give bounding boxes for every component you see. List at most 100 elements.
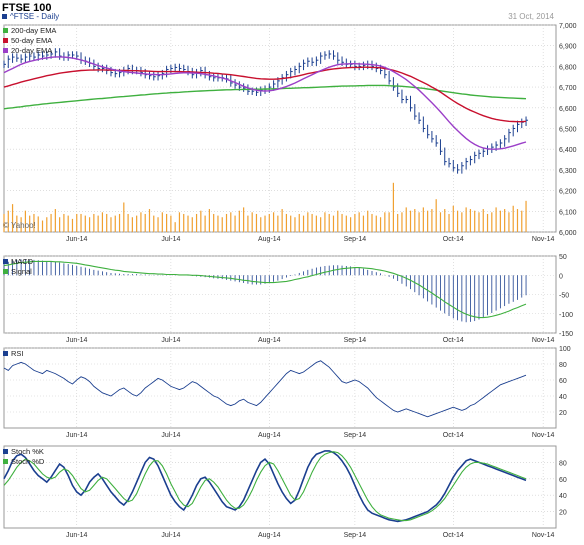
volume-bar xyxy=(118,213,121,232)
volume-bar xyxy=(93,213,95,232)
volume-bar xyxy=(161,212,163,232)
x-tick-label: Oct-14 xyxy=(443,532,464,539)
volume-bar xyxy=(255,213,258,232)
volume-bar xyxy=(63,213,65,232)
volume-bar xyxy=(504,209,506,232)
volume-bar xyxy=(157,217,159,232)
volume-bar xyxy=(439,212,442,232)
volume-bar xyxy=(41,220,44,232)
x-tick-label: Jun-14 xyxy=(66,532,88,539)
y-tick-label: 6,600 xyxy=(559,106,577,113)
volume-bar xyxy=(114,215,116,232)
y-tick-label: 6,400 xyxy=(559,147,577,154)
volume-bar xyxy=(401,212,403,232)
y-tick-label: 6,000 xyxy=(559,230,577,237)
ema50-line xyxy=(3,66,527,123)
volume-bar xyxy=(268,213,270,232)
y-tick-label: 40 xyxy=(559,394,567,401)
stoch-k-line xyxy=(3,450,527,523)
x-tick-label: Jun-14 xyxy=(66,337,88,344)
volume-bar xyxy=(37,216,39,232)
volume-bar xyxy=(324,212,326,232)
y-tick-label: -150 xyxy=(559,331,573,338)
volume-bar xyxy=(260,217,262,232)
volume-bar xyxy=(345,215,347,232)
volume-bar xyxy=(20,217,22,232)
volume-bar xyxy=(435,199,437,232)
x-tick-label: Sep-14 xyxy=(344,236,367,243)
legend-label: 200-day EMA xyxy=(11,26,56,35)
volume-bar xyxy=(123,202,125,232)
volume-bar xyxy=(328,213,330,232)
volume-bar xyxy=(24,210,26,232)
legend-swatch xyxy=(3,351,8,356)
volume-bar xyxy=(332,215,335,232)
volume-bar xyxy=(16,215,18,232)
volume-bar xyxy=(281,209,283,232)
y-tick-label: 6,500 xyxy=(559,127,577,134)
volume-bar xyxy=(243,207,245,232)
signal-line xyxy=(3,260,527,319)
x-tick-label: Aug-14 xyxy=(258,532,281,539)
volume-bar xyxy=(187,215,189,232)
rsi-panel: 100 80 60 40 20 Jun-14 Jul-14 Aug-14 Sep-14 Oct-1… xyxy=(3,346,571,439)
volume-bar xyxy=(106,213,108,232)
x-tick-label: Jul-14 xyxy=(161,432,180,439)
volume-bar xyxy=(388,212,390,232)
volume-bar xyxy=(191,217,193,232)
volume-bar xyxy=(469,209,472,232)
volume-bar xyxy=(76,213,78,232)
volume-bar xyxy=(465,207,467,232)
volume-bar xyxy=(350,217,352,232)
volume-bar xyxy=(354,213,356,232)
volume-bar xyxy=(525,200,527,232)
legend-swatch xyxy=(3,259,8,264)
volume-bar xyxy=(512,205,514,232)
volume-bar xyxy=(456,210,459,232)
volume-bar xyxy=(431,209,433,232)
volume-bar xyxy=(67,215,69,232)
volume-bar xyxy=(367,210,369,232)
x-tick-label: Oct-14 xyxy=(443,432,464,439)
legend-label: Stoch %D xyxy=(11,457,45,466)
y-tick-label: 80 xyxy=(559,362,567,369)
volume-bar xyxy=(272,212,275,232)
legend-label: 50-day EMA xyxy=(11,36,52,45)
volume-bar xyxy=(337,210,339,232)
volume-bar xyxy=(84,215,86,232)
volume-bar xyxy=(71,218,74,232)
volume-bar xyxy=(213,213,215,232)
volume-bar xyxy=(486,213,489,232)
volume-bar xyxy=(131,217,133,232)
volume-bar xyxy=(7,210,9,232)
ema20-line xyxy=(3,56,527,150)
y-tick-label: -50 xyxy=(559,293,569,300)
volume-bar xyxy=(11,204,14,232)
legend-label: RSI xyxy=(11,349,24,358)
x-tick-label: Nov-14 xyxy=(532,337,555,344)
y-tick-label: 6,100 xyxy=(559,209,577,216)
volume-bar xyxy=(277,215,279,232)
legend-label: Stoch %K xyxy=(11,447,44,456)
volume-bar xyxy=(127,213,129,232)
volume-bar xyxy=(409,210,412,232)
volume-bar xyxy=(200,210,202,232)
volume-bar xyxy=(422,207,424,232)
ticker-marker xyxy=(2,14,7,19)
volume-bar xyxy=(238,210,240,232)
volume-bar xyxy=(251,212,253,232)
x-tick-label: Oct-14 xyxy=(443,236,464,243)
chart-date: 31 Oct, 2014 xyxy=(508,12,554,21)
volume-bar xyxy=(29,215,31,232)
macd-panel: 50 0 -50 -100 -150 Jun-14 Jul-14 Aug-14 Sep-14 Oc… xyxy=(3,254,573,344)
volume-bar xyxy=(195,213,198,232)
volume-bar xyxy=(461,212,463,232)
volume-bar xyxy=(230,212,232,232)
volume-bar xyxy=(136,215,138,232)
volume-bar xyxy=(221,217,223,232)
rsi-line xyxy=(3,360,527,418)
chart-title: FTSE 100 xyxy=(2,2,52,14)
x-tick-label: Sep-14 xyxy=(344,432,367,439)
volume-bar xyxy=(521,210,523,232)
volume-bar xyxy=(80,213,82,232)
